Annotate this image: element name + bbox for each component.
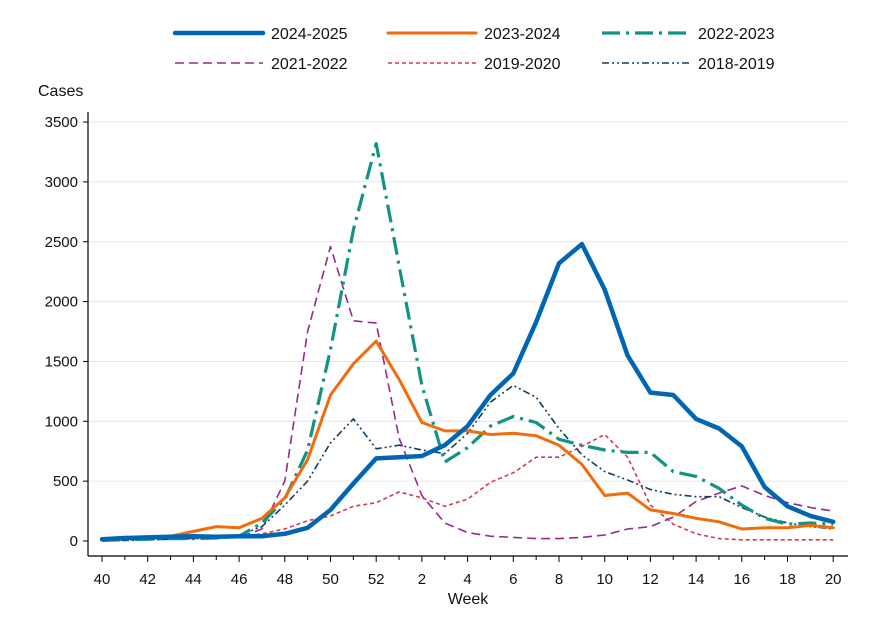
- x-tick-label: 44: [185, 571, 202, 588]
- series-lines: [99, 142, 836, 542]
- legend-label: 2019-2020: [484, 56, 561, 73]
- y-tick-label: 1500: [45, 353, 78, 370]
- x-tick-label: 20: [825, 571, 842, 588]
- legend-label: 2023-2024: [484, 26, 561, 43]
- x-tick-label: 12: [642, 571, 659, 588]
- y-tick-label: 1000: [45, 413, 78, 430]
- legend-label: 2018-2019: [698, 56, 775, 73]
- x-axis-title: Week: [448, 591, 490, 608]
- series-line-2024-2025: [99, 241, 836, 542]
- x-tick-label: 4: [463, 571, 471, 588]
- x-tick-label: 52: [368, 571, 385, 588]
- x-tick-label: 48: [276, 571, 293, 588]
- series-line-2018-2019: [102, 384, 834, 542]
- axes: Cases Week: [38, 83, 848, 608]
- x-tick-label: 10: [596, 571, 613, 588]
- legend: 2024-2025 2023-2024 2022-2023 2021-2022 2019…: [172, 26, 775, 73]
- y-tick-label: 3000: [45, 174, 78, 191]
- x-tick-label: 16: [733, 571, 750, 588]
- gridlines: [89, 121, 848, 482]
- x-tick-label: 46: [231, 571, 248, 588]
- series-line-2021-2022: [101, 245, 834, 542]
- x-tick-label: 42: [139, 571, 156, 588]
- x-tick-labels: 40 42 44 46 48 50 52 2 4 6 8 10 12 14 16 18 20: [94, 556, 842, 588]
- x-tick-label: 50: [322, 571, 339, 588]
- x-tick-label: 40: [94, 571, 111, 588]
- y-tick-labels: 0 500 1000 1500 2000 2500 3000 3500: [45, 114, 88, 550]
- series-line-2023-2024: [100, 339, 835, 542]
- legend-label: 2022-2023: [698, 26, 775, 43]
- x-tick-label: 18: [779, 571, 796, 588]
- series-line-2022-2023: [101, 142, 834, 542]
- y-tick-label: 0: [70, 533, 78, 550]
- y-tick-label: 2500: [45, 234, 78, 251]
- y-tick-label: 2000: [45, 294, 78, 311]
- x-tick-label: 8: [555, 571, 563, 588]
- y-tick-label: 3500: [45, 114, 78, 131]
- x-tick-label: 2: [418, 571, 426, 588]
- x-tick-label: 6: [509, 571, 517, 588]
- legend-label: 2021-2022: [271, 56, 348, 73]
- y-axis-title: Cases: [38, 83, 83, 100]
- legend-label: 2024-2025: [271, 26, 348, 43]
- y-tick-label: 500: [53, 473, 78, 490]
- x-tick-label: 14: [688, 571, 705, 588]
